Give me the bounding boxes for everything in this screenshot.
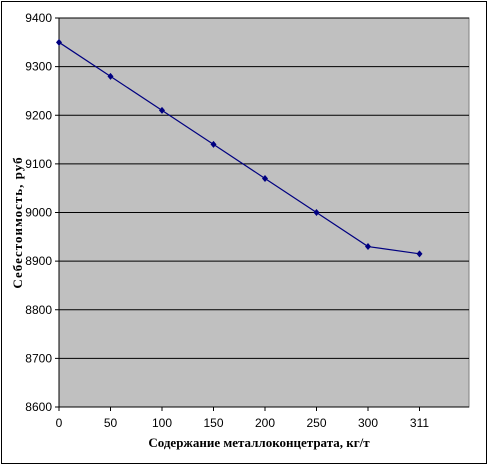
data-point <box>416 250 423 258</box>
y-tick-label: 8800 <box>25 303 52 317</box>
data-point <box>159 106 165 114</box>
data-point <box>313 209 320 216</box>
x-axis-ticks: 0 50 100 150 200 250 300 311 <box>56 407 429 430</box>
y-tick-label: 9200 <box>25 108 52 122</box>
data-point <box>56 38 62 46</box>
x-tick-label: 311 <box>410 416 429 430</box>
x-tick-label: 250 <box>306 416 326 430</box>
x-tick-label: 200 <box>255 416 275 430</box>
y-axis-ticks: 8600 8700 8800 8900 9000 9100 9200 9300 9400 <box>25 11 59 414</box>
data-point <box>107 72 114 80</box>
x-tick-label: 0 <box>56 416 63 430</box>
series-group <box>56 38 423 258</box>
data-point <box>262 174 268 182</box>
y-tick-label: 9000 <box>25 206 52 220</box>
data-point <box>365 243 371 251</box>
x-tick-label: 50 <box>104 416 118 430</box>
gridlines <box>58 17 469 408</box>
x-axis-title: Содержание металлоконцетрата, кг/т <box>148 435 370 450</box>
y-tick-label: 9400 <box>25 11 52 25</box>
x-tick-label: 100 <box>152 416 172 430</box>
y-axis-title: Себестоимость, руб <box>10 156 25 288</box>
y-tick-label: 8900 <box>25 254 52 268</box>
y-tick-label: 9300 <box>25 60 52 74</box>
data-point <box>210 140 217 148</box>
series-line <box>58 41 420 255</box>
y-tick-label: 8700 <box>25 351 52 365</box>
y-tick-label: 8600 <box>25 400 52 414</box>
x-tick-label: 150 <box>203 416 223 430</box>
x-tick-label: 300 <box>358 416 378 430</box>
y-tick-label: 9100 <box>25 157 52 171</box>
